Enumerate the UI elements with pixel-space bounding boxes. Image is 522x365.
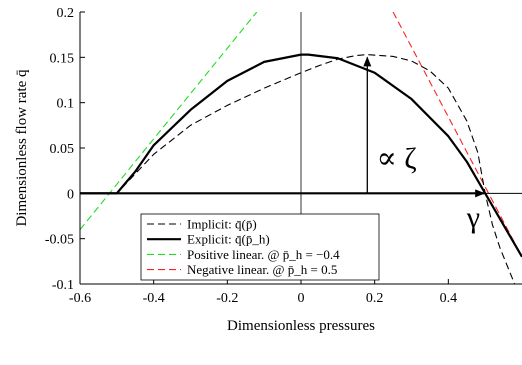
- series-line-0: [80, 54, 516, 284]
- legend-entry-1: Explicit: q̄(p̄_h): [187, 232, 270, 247]
- y-tick-label: 0: [67, 187, 74, 202]
- legend-entry-3: Negative linear. @ p̄_h = 0.5: [187, 262, 337, 277]
- x-tick-label: 0.2: [366, 291, 384, 306]
- y-tick-label: -0.1: [52, 278, 74, 293]
- y-tick-label: 0.1: [57, 97, 75, 112]
- x-tick-label: -0.6: [69, 291, 91, 306]
- series-line-2: [80, 12, 258, 230]
- legend-box: [140, 213, 380, 281]
- x-axis-label: Dimensionless pressures: [227, 318, 375, 334]
- overlay-layer: ∝ ζ γ: [80, 12, 522, 284]
- legend-entry-2: Positive linear. @ p̄_h = −0.4: [187, 247, 340, 262]
- x-tick-label: -0.4: [143, 291, 165, 306]
- x-tick-label: 0: [298, 291, 305, 306]
- axes-layer: -0.6 -0.4 -0.2 0 0.2 0.4 -0.1 -0.05 0 0.05 0.1 0.15…: [14, 6, 522, 334]
- legend-entry-0: Implicit: q̄(p̄): [187, 217, 257, 232]
- series-line-3: [392, 12, 522, 258]
- y-tick-label: -0.05: [45, 233, 74, 248]
- y-axis-label: Dimensionless flow rate q̄: [14, 69, 30, 227]
- legend: Implicit: q̄(p̄)Explicit: q̄(p̄_h)Positi…: [140, 213, 380, 281]
- x-tick-label: -0.2: [216, 291, 238, 306]
- x-tick-label: 0.4: [440, 291, 458, 306]
- annotation-zeta: ∝ ζ: [377, 142, 417, 175]
- annotation-gamma: γ: [466, 201, 480, 234]
- y-tick-label: 0.2: [57, 6, 75, 21]
- y-tick-label: 0.15: [50, 51, 75, 66]
- series-line-1: [80, 53, 522, 258]
- y-tick-label: 0.05: [50, 142, 75, 157]
